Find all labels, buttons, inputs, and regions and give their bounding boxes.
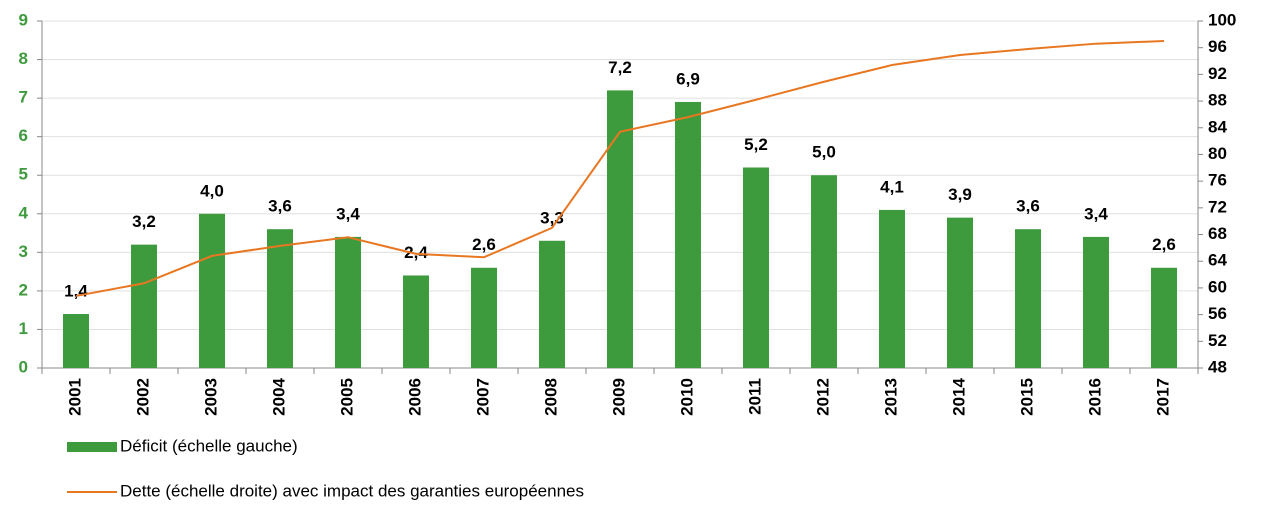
y-tick-label: 9 [19,10,28,29]
y2-tick-label: 48 [1208,357,1227,376]
x-tick-label: 2008 [541,378,560,416]
bar [607,90,633,369]
bar [675,101,701,368]
y2-tick-label: 84 [1208,117,1227,136]
bar [131,244,157,368]
y2-tick-label: 68 [1208,224,1227,243]
bar [1015,229,1041,368]
value-label: 2,6 [1152,235,1176,254]
y-tick-label: 7 [19,88,28,107]
legend-label: Déficit (échelle gauche) [120,436,298,455]
value-label: 4,0 [200,181,224,200]
x-tick-label: 2001 [65,378,84,416]
value-label: 3,9 [948,185,972,204]
value-label: 3,6 [268,197,292,216]
line [75,40,1165,297]
bar [267,229,293,368]
x-tick-label: 2009 [609,378,628,416]
y-tick-label: 2 [19,280,28,299]
value-label: 7,2 [608,58,632,77]
y2-tick-label: 76 [1208,171,1227,190]
value-label: 2,6 [472,235,496,254]
x-tick-label: 2002 [133,378,152,416]
value-label: 3,2 [132,212,156,231]
bar [879,209,905,368]
y-tick-label: 5 [19,165,28,184]
y2-tick-label: 52 [1208,331,1227,350]
value-label: 2,4 [404,243,428,262]
y2-tick-label: 80 [1208,144,1227,163]
y2-tick-label: 72 [1208,197,1227,216]
bar [199,213,225,368]
legend-swatch [67,442,117,452]
x-tick-label: 2016 [1085,378,1104,416]
y2-tick-label: 64 [1208,251,1227,270]
value-label: 4,1 [880,177,904,196]
y2-tick-label: 60 [1208,277,1227,296]
y2-tick-label: 92 [1208,64,1227,83]
x-tick-label: 2006 [405,378,424,416]
x-tick-label: 2015 [1017,378,1036,416]
x-tick-label: 2011 [745,378,764,415]
y-tick-label: 8 [19,49,28,68]
bar [1151,267,1177,368]
x-tick-label: 2005 [337,378,356,416]
bar [403,275,429,368]
x-tick-label: 2017 [1153,378,1172,416]
legend-label: Dette (échelle droite) avec impact des g… [120,481,584,500]
bar [743,167,769,368]
x-tick-label: 2014 [949,377,968,415]
value-label: 6,9 [676,69,700,88]
value-label: 3,6 [1016,197,1040,216]
y-tick-label: 6 [19,126,28,145]
x-tick-label: 2012 [813,378,832,416]
x-tick-label: 2010 [677,378,696,416]
value-label: 3,3 [540,208,564,227]
bar [947,217,973,368]
bar [63,314,89,368]
value-label: 5,0 [812,143,836,162]
bar [471,267,497,368]
bar [539,240,565,368]
x-tick-label: 2003 [201,378,220,416]
bar [811,175,837,368]
bar [335,236,361,368]
bar [1083,236,1109,368]
y2-tick-label: 100 [1208,10,1236,29]
x-tick-label: 2004 [269,377,288,415]
y-tick-label: 4 [19,203,29,222]
value-label: 3,4 [336,204,360,223]
value-label: 5,2 [744,135,768,154]
value-label: 3,4 [1084,204,1108,223]
y2-tick-label: 96 [1208,37,1227,56]
y-tick-label: 0 [19,357,28,376]
value-label: 1,4 [64,282,88,301]
y2-tick-label: 56 [1208,304,1227,323]
x-tick-label: 2007 [473,378,492,416]
y2-tick-label: 88 [1208,91,1227,110]
y-tick-label: 1 [19,319,28,338]
x-tick-label: 2013 [881,378,900,416]
y-tick-label: 3 [19,242,28,261]
